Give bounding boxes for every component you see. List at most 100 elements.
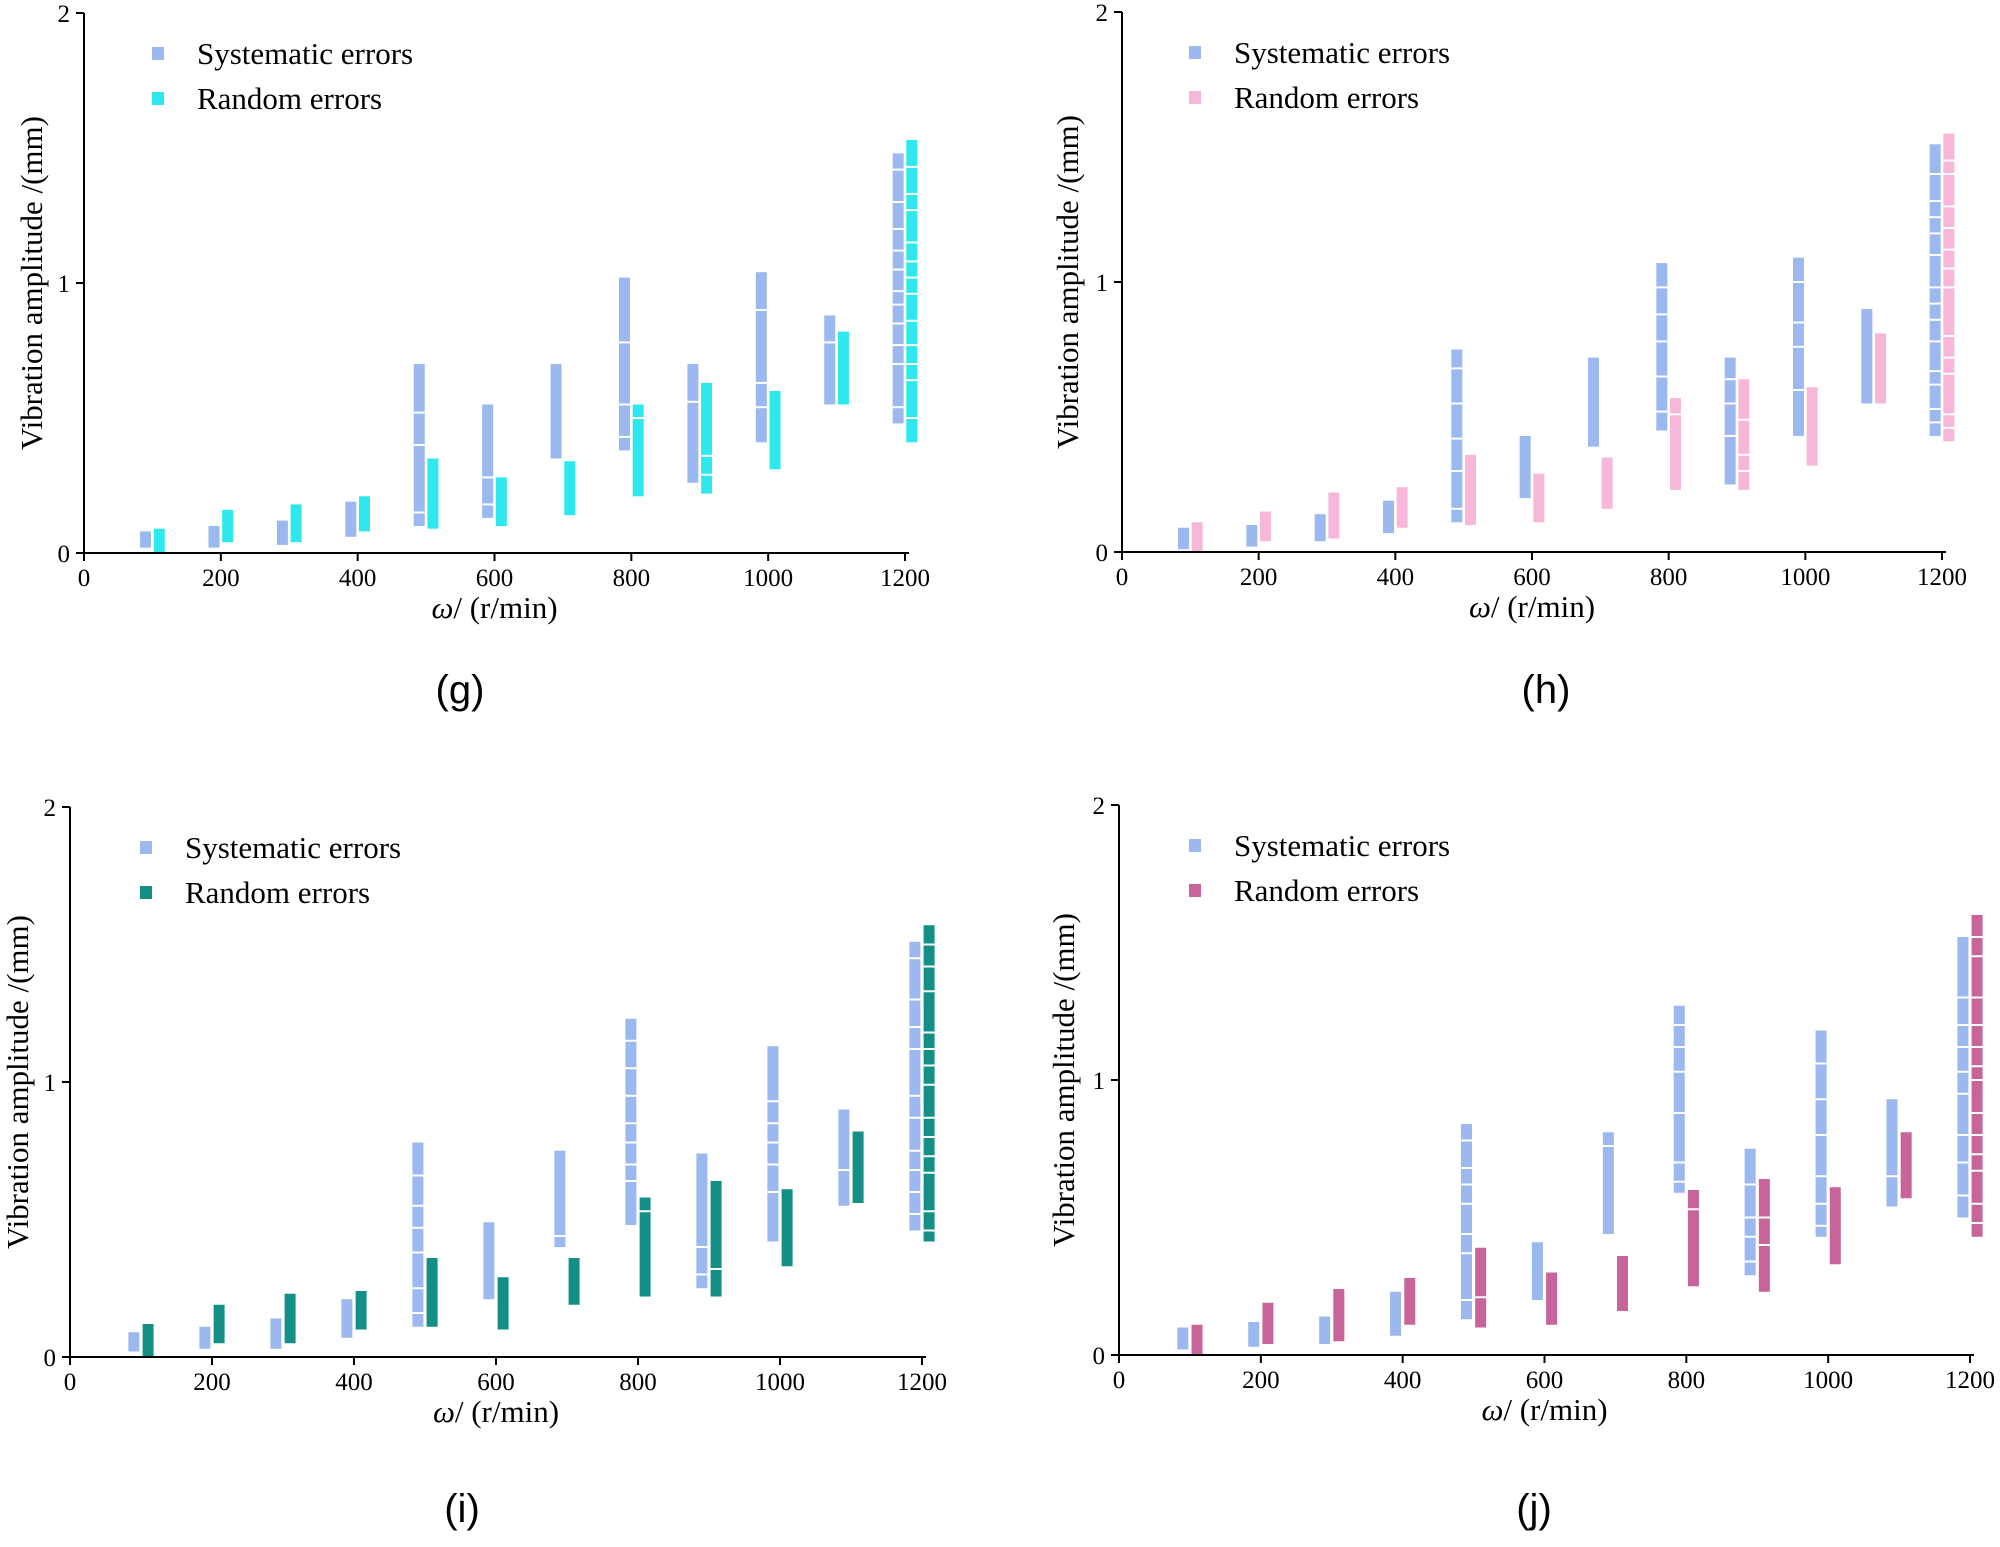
x-tick-label: 1200 — [1945, 1367, 1995, 1394]
x-tick-label: 400 — [335, 1369, 373, 1396]
random-range-bar — [1806, 387, 1818, 466]
y-axis-label: Vibration amplitude /(mm) — [1050, 115, 1085, 449]
panel-label: (j) — [1516, 1487, 1552, 1531]
panel-label: (i) — [444, 1487, 480, 1531]
x-axis-label: ω/ (r/min) — [433, 1394, 559, 1429]
random-range-bar — [701, 382, 713, 494]
systematic-range-bar — [1460, 1124, 1472, 1320]
random-range-bar — [1971, 915, 1983, 1237]
x-tick-label: 800 — [613, 565, 651, 592]
systematic-range-bar — [1319, 1316, 1331, 1344]
random-range-bar — [142, 1324, 154, 1357]
random-legend-swatch — [1189, 884, 1201, 897]
systematic-legend-label: Systematic errors — [185, 830, 401, 865]
systematic-range-bar — [1861, 309, 1873, 404]
x-tick-label: 0 — [1113, 1367, 1126, 1394]
systematic-range-bar — [1248, 1322, 1260, 1347]
y-tick-label: 2 — [44, 795, 57, 822]
random-range-bar — [1191, 1324, 1203, 1355]
systematic-range-bar — [1886, 1099, 1898, 1207]
systematic-range-bar — [1519, 435, 1531, 498]
systematic-range-bar — [270, 1318, 282, 1349]
random-range-bar — [837, 331, 849, 405]
x-tick-label: 400 — [339, 565, 377, 592]
systematic-range-bar — [1744, 1148, 1756, 1276]
x-axis-label: ω/ (r/min) — [431, 590, 557, 625]
y-axis-label: Vibration amplitude /(mm) — [0, 915, 35, 1249]
random-range-bar — [769, 391, 781, 470]
systematic-range-bar — [550, 364, 562, 459]
y-tick-label: 0 — [1093, 1343, 1106, 1370]
random-range-bar — [495, 477, 507, 526]
systematic-range-bar — [1390, 1291, 1402, 1336]
x-tick-label: 600 — [1513, 564, 1551, 591]
x-axis-symbol: ω — [433, 1394, 455, 1429]
x-tick-label: 1200 — [880, 565, 930, 592]
x-tick-label: 400 — [1377, 564, 1415, 591]
x-tick-label: 200 — [1242, 1367, 1280, 1394]
x-axis-symbol: ω — [1481, 1392, 1503, 1427]
x-tick-label: 200 — [1240, 564, 1278, 591]
panel-g: 0 200 400 600 800 1000 1200 0 1 2 Vibration amplit… — [14, 1, 930, 712]
x-axis-unit: / (r/min) — [453, 590, 557, 625]
random-range-bar — [1670, 398, 1681, 490]
random-range-bar — [1533, 473, 1545, 523]
random-legend-label: Random errors — [197, 81, 382, 116]
panel-j: 0 200 400 600 800 1000 1200 0 1 2 Vibration amplit… — [1046, 793, 1995, 1531]
systematic-range-bar — [1957, 937, 1969, 1218]
systematic-range-bar — [140, 531, 152, 548]
random-range-bar — [564, 461, 576, 516]
random-range-bar — [1475, 1247, 1487, 1328]
systematic-range-bar — [1588, 357, 1599, 447]
systematic-range-bar — [483, 1222, 495, 1300]
x-tick-label: 1000 — [755, 1369, 805, 1396]
random-range-bar — [1465, 454, 1476, 525]
y-tick-label: 1 — [1093, 1068, 1106, 1095]
random-legend-swatch — [140, 886, 152, 899]
x-tick-label: 0 — [78, 565, 91, 592]
systematic-range-bar — [1531, 1242, 1543, 1300]
y-tick-label: 1 — [1096, 270, 1109, 297]
x-axis-label: ω/ (r/min) — [1481, 1392, 1607, 1427]
systematic-range-bar — [755, 272, 767, 443]
systematic-range-bar — [1178, 527, 1189, 550]
systematic-range-bar — [909, 941, 921, 1231]
systematic-range-bar — [1673, 1005, 1685, 1193]
x-axis-symbol: ω — [1469, 589, 1491, 624]
systematic-range-bar — [554, 1150, 566, 1247]
random-range-bar — [1262, 1302, 1274, 1344]
x-tick-label: 600 — [476, 565, 514, 592]
systematic-legend-label: Systematic errors — [1234, 828, 1450, 863]
systematic-range-bar — [1602, 1132, 1614, 1234]
random-legend-swatch — [1189, 91, 1201, 104]
systematic-range-bar — [199, 1326, 211, 1349]
random-range-bar — [710, 1181, 722, 1297]
random-range-bar — [213, 1304, 225, 1344]
systematic-range-bar — [1314, 514, 1326, 542]
random-range-bar — [781, 1189, 793, 1267]
x-tick-label: 0 — [64, 1369, 77, 1396]
systematic-range-bar — [276, 520, 288, 545]
random-legend-label: Random errors — [1234, 873, 1419, 908]
x-tick-label: 1000 — [1780, 564, 1830, 591]
random-range-bar — [1829, 1187, 1841, 1265]
systematic-range-bar — [1451, 349, 1463, 523]
random-range-bar — [1333, 1289, 1345, 1342]
panel-h: 0 200 400 600 800 1000 1200 0 1 2 Vibration amplit… — [1050, 0, 1967, 712]
systematic-range-bar — [1929, 144, 1941, 436]
random-range-bar — [923, 925, 935, 1242]
panel-label: (g) — [436, 668, 485, 712]
random-range-bar — [1758, 1179, 1770, 1292]
systematic-range-bar — [341, 1299, 353, 1338]
systematic-range-bar — [1815, 1030, 1827, 1237]
random-range-bar — [284, 1293, 296, 1344]
x-tick-label: 0 — [1116, 564, 1129, 591]
systematic-range-bar — [1383, 500, 1394, 534]
x-tick-label: 800 — [619, 1369, 657, 1396]
random-range-bar — [426, 1258, 438, 1327]
systematic-range-bar — [412, 1142, 424, 1327]
systematic-range-bar — [1724, 357, 1736, 485]
random-range-bar — [1601, 457, 1613, 509]
systematic-range-bar — [767, 1046, 779, 1242]
